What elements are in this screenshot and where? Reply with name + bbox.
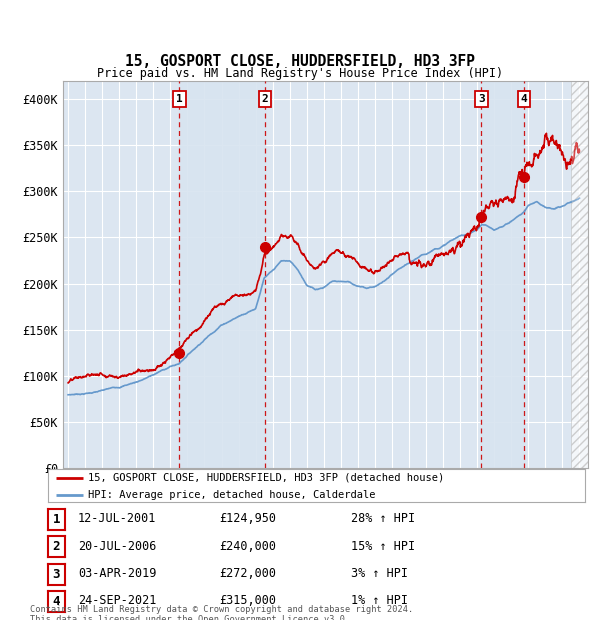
Text: £124,950: £124,950 xyxy=(219,513,276,525)
Text: Contains HM Land Registry data © Crown copyright and database right 2024.: Contains HM Land Registry data © Crown c… xyxy=(30,605,413,614)
Text: £315,000: £315,000 xyxy=(219,595,276,607)
Bar xyxy=(571,81,588,468)
Text: 15% ↑ HPI: 15% ↑ HPI xyxy=(351,540,415,552)
Text: 1: 1 xyxy=(176,94,183,104)
Text: 2: 2 xyxy=(262,94,268,104)
Text: £272,000: £272,000 xyxy=(219,567,276,580)
Text: 3: 3 xyxy=(478,94,485,104)
Text: 2: 2 xyxy=(53,541,60,553)
Text: 1% ↑ HPI: 1% ↑ HPI xyxy=(351,595,408,607)
Text: 4: 4 xyxy=(520,94,527,104)
Text: 3% ↑ HPI: 3% ↑ HPI xyxy=(351,567,408,580)
Text: 24-SEP-2021: 24-SEP-2021 xyxy=(78,595,157,607)
Text: 12-JUL-2001: 12-JUL-2001 xyxy=(78,513,157,525)
Bar xyxy=(179,81,265,468)
Text: This data is licensed under the Open Government Licence v3.0.: This data is licensed under the Open Gov… xyxy=(30,615,350,620)
Text: 1: 1 xyxy=(53,513,60,526)
Bar xyxy=(481,81,524,468)
Text: 15, GOSPORT CLOSE, HUDDERSFIELD, HD3 3FP (detached house): 15, GOSPORT CLOSE, HUDDERSFIELD, HD3 3FP… xyxy=(88,472,445,482)
Text: 03-APR-2019: 03-APR-2019 xyxy=(78,567,157,580)
Text: Price paid vs. HM Land Registry's House Price Index (HPI): Price paid vs. HM Land Registry's House … xyxy=(97,67,503,79)
Text: 4: 4 xyxy=(53,595,60,608)
Text: 20-JUL-2006: 20-JUL-2006 xyxy=(78,540,157,552)
Text: 28% ↑ HPI: 28% ↑ HPI xyxy=(351,513,415,525)
Text: £240,000: £240,000 xyxy=(219,540,276,552)
Text: 3: 3 xyxy=(53,568,60,580)
Text: 15, GOSPORT CLOSE, HUDDERSFIELD, HD3 3FP: 15, GOSPORT CLOSE, HUDDERSFIELD, HD3 3FP xyxy=(125,55,475,69)
Text: HPI: Average price, detached house, Calderdale: HPI: Average price, detached house, Cald… xyxy=(88,490,376,500)
